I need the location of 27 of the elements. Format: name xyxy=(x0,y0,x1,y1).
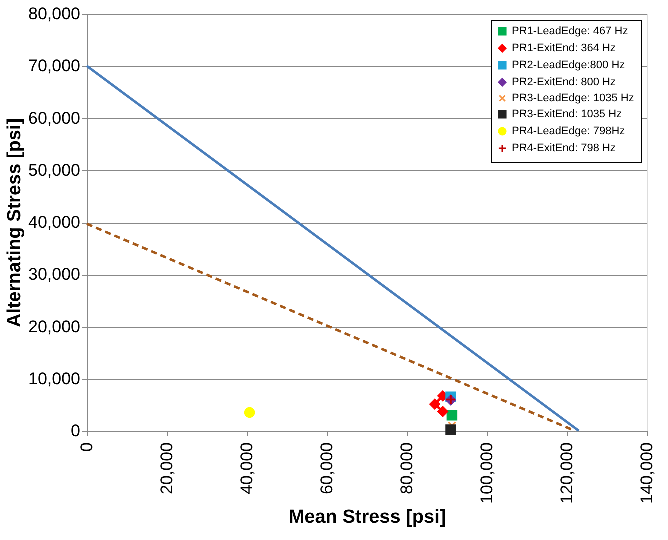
x-tick-label: 20,000 xyxy=(158,442,176,494)
y-tick-label: 70,000 xyxy=(28,56,80,76)
x-tick-label: 120,000 xyxy=(558,442,576,504)
y-tick-label: 60,000 xyxy=(28,108,80,128)
legend-label: PR2-ExitEnd: 800 Hz xyxy=(512,76,616,88)
x-tick-label: 60,000 xyxy=(318,442,336,494)
x-axis-title: Mean Stress [psi] xyxy=(288,506,446,528)
y-tick-label: 30,000 xyxy=(28,265,80,284)
x-tick-label: 40,000 xyxy=(238,442,256,494)
y-tick-label: 0 xyxy=(71,422,80,440)
x-tick-label: 0 xyxy=(78,442,96,452)
legend-label: PR3-LeadEdge: 1035 Hz xyxy=(512,92,634,104)
y-tick-label: 40,000 xyxy=(28,213,80,232)
legend-label: PR1-ExitEnd: 364 Hz xyxy=(512,42,616,54)
legend-label: PR3-ExitEnd: 1035 Hz xyxy=(512,108,622,120)
x-tick-label: 100,000 xyxy=(478,442,496,504)
legend-label: PR2-LeadEdge:800 Hz xyxy=(512,60,626,72)
y-tick-label: 80,000 xyxy=(28,4,80,24)
y-tick-label: 20,000 xyxy=(28,317,80,336)
y-tick-label: 50,000 xyxy=(28,160,80,180)
legend-label: PR1-LeadEdge: 467 Hz xyxy=(512,26,628,38)
x-tick-label: 80,000 xyxy=(398,442,416,494)
x-tick-label: 140,000 xyxy=(638,442,656,504)
y-axis-title: Alternating Stress [psi] xyxy=(4,118,26,328)
legend-label: PR4-LeadEdge: 798Hz xyxy=(512,126,626,138)
legend-label: PR4-ExitEnd: 798 Hz xyxy=(512,142,616,154)
y-tick-label: 10,000 xyxy=(28,369,80,388)
